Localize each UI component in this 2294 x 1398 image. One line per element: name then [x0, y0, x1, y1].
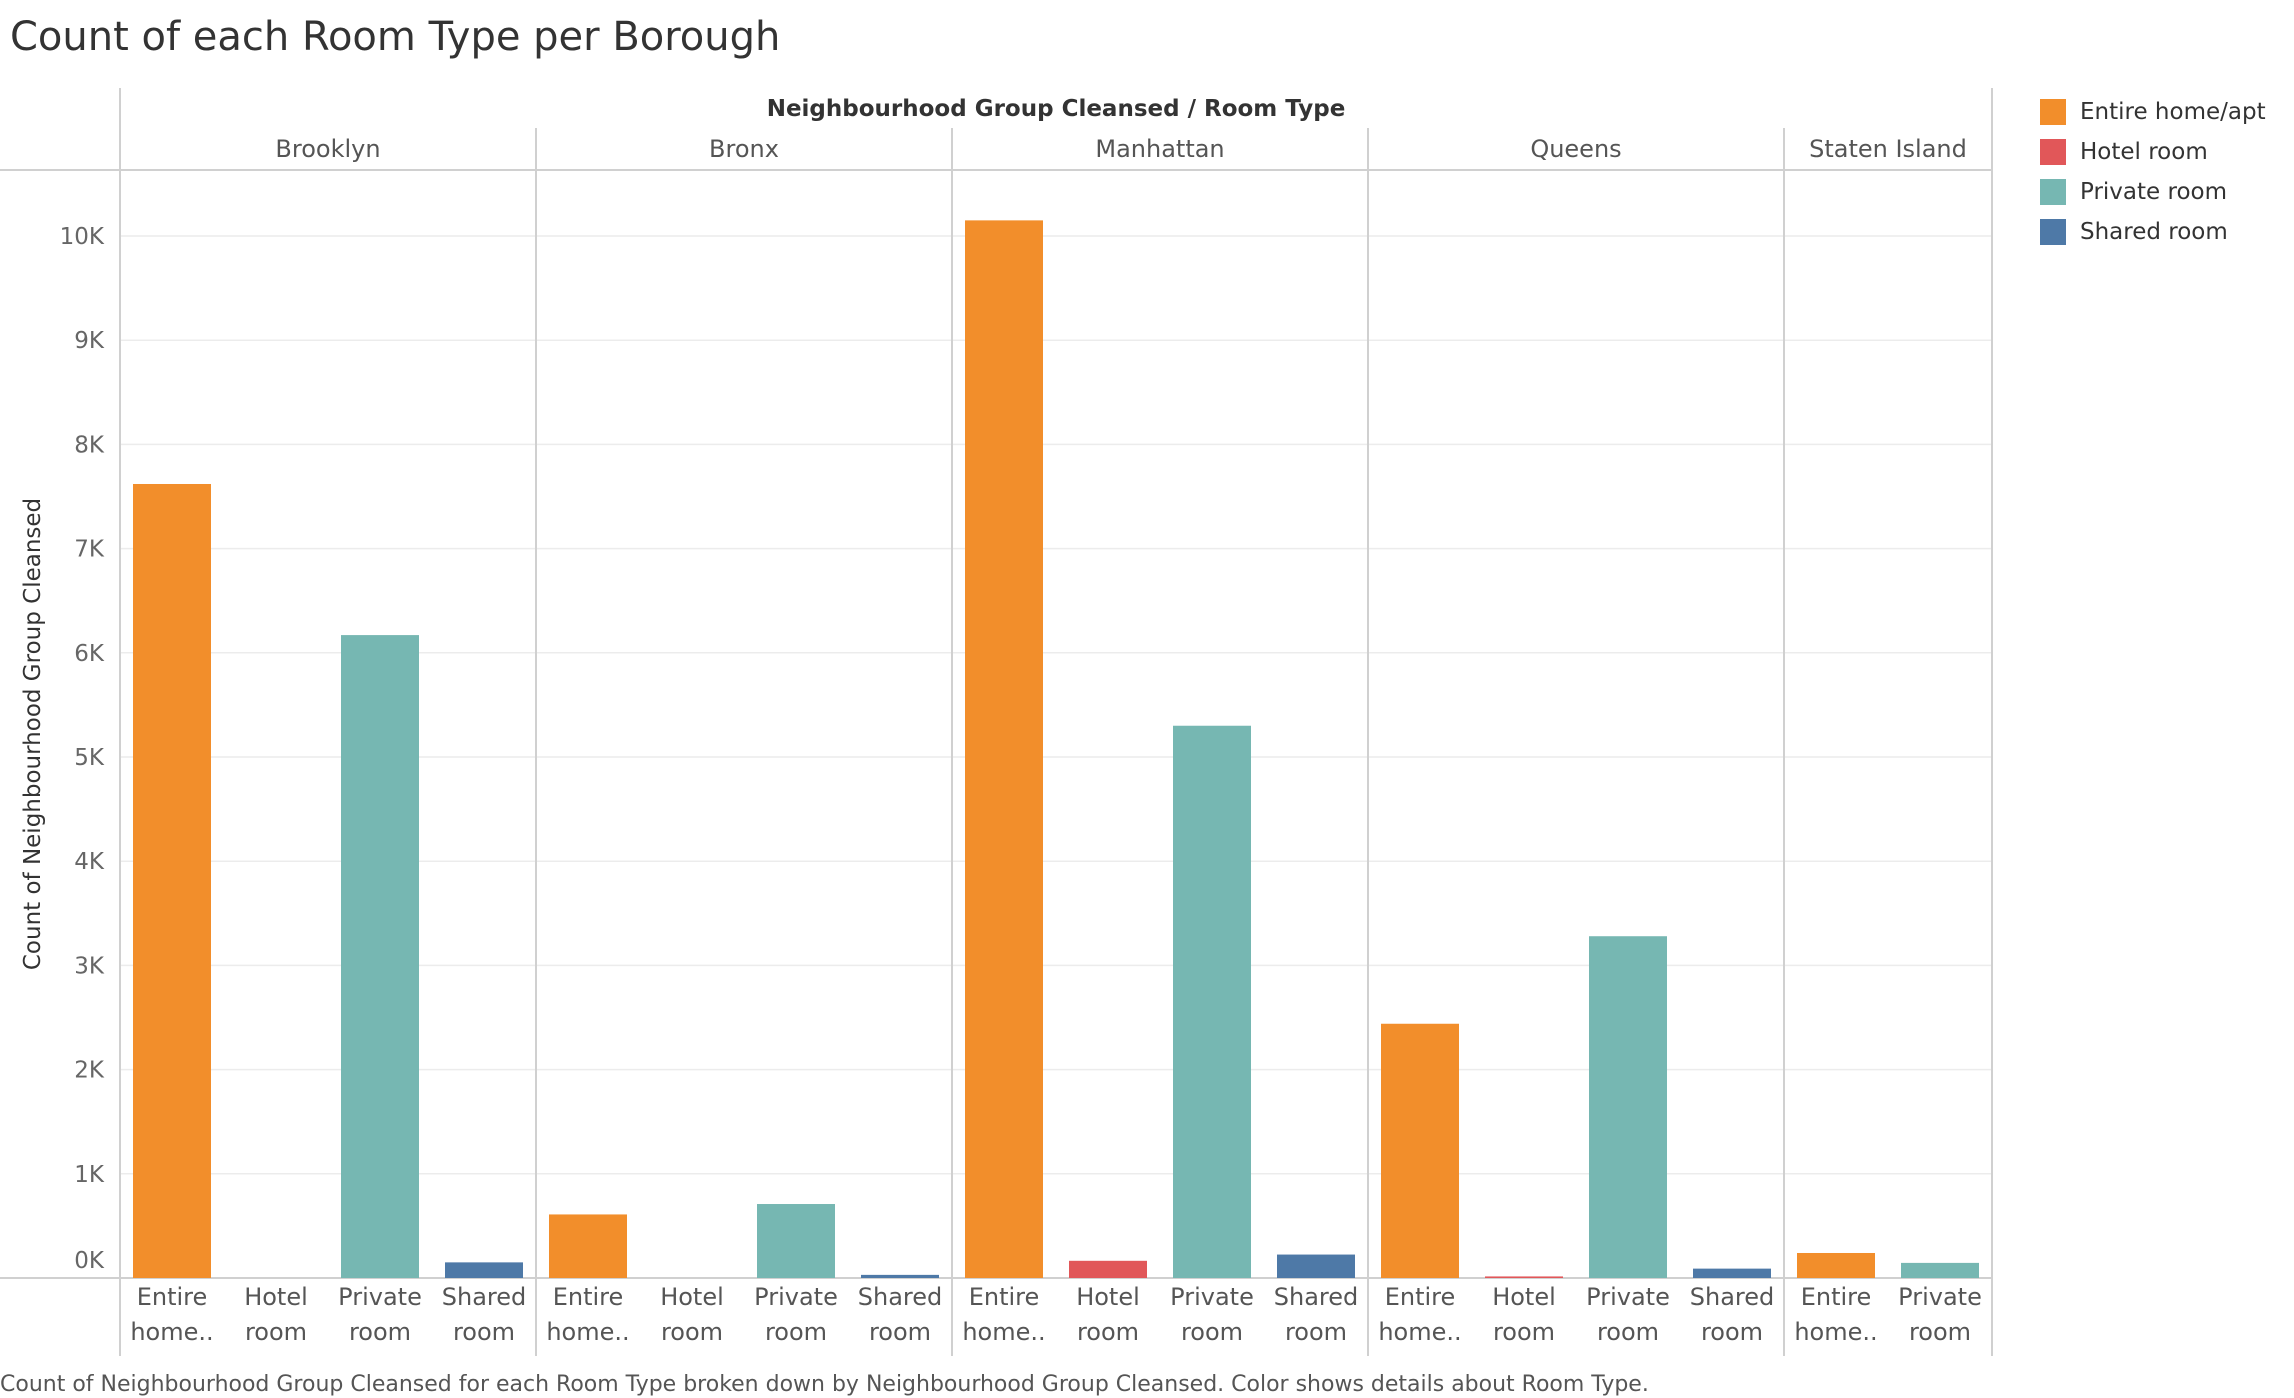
x-tick-label-line2: home.. [1794, 1318, 1877, 1346]
group-label: Manhattan [1095, 135, 1224, 163]
bar-entire-home-apt [549, 1214, 627, 1278]
bar-entire-home-apt [965, 220, 1043, 1278]
x-tick-label-line2: room [1285, 1318, 1347, 1346]
y-tick-label: 3K [74, 953, 105, 979]
bar-private-room [757, 1204, 835, 1278]
x-tick-label-line2: room [1181, 1318, 1243, 1346]
x-tick-label-line2: room [1701, 1318, 1763, 1346]
group-label: Brooklyn [275, 135, 380, 163]
bar-entire-home-apt [133, 483, 211, 1279]
x-tick-label-line2: home.. [130, 1318, 213, 1346]
legend-item[interactable]: Shared room [2040, 212, 2266, 252]
bar-shared-room [1693, 1268, 1771, 1278]
legend-label: Shared room [2080, 219, 2228, 245]
y-axis-label: Count of Neighbourhood Group Cleansed [20, 498, 46, 970]
x-tick-label-line2: room [1597, 1318, 1659, 1346]
legend-item[interactable]: Private room [2040, 172, 2266, 212]
bar-shared-room [445, 1262, 523, 1278]
x-tick-label-line2: room [349, 1318, 411, 1346]
x-tick-label-line2: room [1909, 1318, 1971, 1346]
x-tick-label-line1: Shared [1690, 1283, 1775, 1311]
x-tick-label-line2: room [661, 1318, 723, 1346]
group-label: Staten Island [1809, 135, 1967, 163]
legend-item[interactable]: Entire home/apt [2040, 92, 2266, 132]
x-tick-label-line1: Private [1586, 1283, 1670, 1311]
bar-private-room [1901, 1262, 1979, 1278]
x-tick-label-line1: Shared [442, 1283, 527, 1311]
x-tick-label-line1: Hotel [1492, 1283, 1556, 1311]
bar-private-room [1173, 725, 1251, 1278]
legend-label: Private room [2080, 179, 2227, 205]
legend-item[interactable]: Hotel room [2040, 132, 2266, 172]
y-tick-label: 0K [74, 1248, 105, 1274]
x-tick-label-line2: room [765, 1318, 827, 1346]
x-tick-label-line2: room [1493, 1318, 1555, 1346]
x-tick-label-line1: Private [1898, 1283, 1982, 1311]
legend-swatch [2040, 179, 2066, 205]
y-tick-label: 1K [74, 1162, 105, 1188]
x-tick-label-line2: room [1077, 1318, 1139, 1346]
x-tick-label-line1: Shared [858, 1283, 943, 1311]
x-tick-label-line1: Private [338, 1283, 422, 1311]
x-tick-label-line2: home.. [962, 1318, 1045, 1346]
x-tick-label-line1: Entire [1385, 1283, 1456, 1311]
y-tick-label: 7K [74, 537, 105, 563]
legend-swatch [2040, 219, 2066, 245]
x-tick-label-line2: home.. [1378, 1318, 1461, 1346]
x-tick-label-line1: Entire [1801, 1283, 1872, 1311]
group-label: Bronx [709, 135, 779, 163]
x-tick-label-line1: Shared [1274, 1283, 1359, 1311]
x-tick-label-line2: room [869, 1318, 931, 1346]
legend-label: Entire home/apt [2080, 99, 2266, 125]
y-tick-label: 5K [74, 745, 105, 771]
x-tick-label-line1: Hotel [244, 1283, 308, 1311]
bar-hotel-room [1485, 1276, 1563, 1278]
x-tick-label-line1: Private [754, 1283, 838, 1311]
x-tick-label-line2: room [453, 1318, 515, 1346]
bar-shared-room [861, 1274, 939, 1278]
chart-caption: Count of Neighbourhood Group Cleansed fo… [0, 1372, 1649, 1397]
x-tick-label-line1: Entire [553, 1283, 624, 1311]
y-tick-label: 10K [60, 224, 105, 250]
bar-entire-home-apt [1797, 1252, 1875, 1278]
y-tick-label: 6K [74, 641, 105, 667]
legend-swatch [2040, 99, 2066, 125]
bar-hotel-room [1069, 1260, 1147, 1278]
y-tick-label: 2K [74, 1058, 105, 1084]
x-tick-label-line2: home.. [546, 1318, 629, 1346]
x-tick-label-line1: Hotel [660, 1283, 724, 1311]
legend-label: Hotel room [2080, 139, 2208, 165]
legend-swatch [2040, 139, 2066, 165]
x-tick-label-line1: Hotel [1076, 1283, 1140, 1311]
y-tick-label: 4K [74, 849, 105, 875]
y-tick-label: 9K [74, 328, 105, 354]
x-tick-label-line2: room [245, 1318, 307, 1346]
bar-shared-room [1277, 1254, 1355, 1278]
chart-title: Count of each Room Type per Borough [10, 14, 781, 60]
column-header-title: Neighbourhood Group Cleansed / Room Type [767, 96, 1346, 122]
x-tick-label-line1: Private [1170, 1283, 1254, 1311]
x-tick-label-line1: Entire [969, 1283, 1040, 1311]
legend: Entire home/apt Hotel room Private room Sha… [2040, 92, 2266, 252]
bar-private-room [341, 635, 419, 1278]
bar-entire-home-apt [1381, 1023, 1459, 1278]
x-tick-label-line1: Entire [137, 1283, 208, 1311]
group-label: Queens [1530, 135, 1621, 163]
y-tick-label: 8K [74, 432, 105, 458]
bar-private-room [1589, 936, 1667, 1278]
